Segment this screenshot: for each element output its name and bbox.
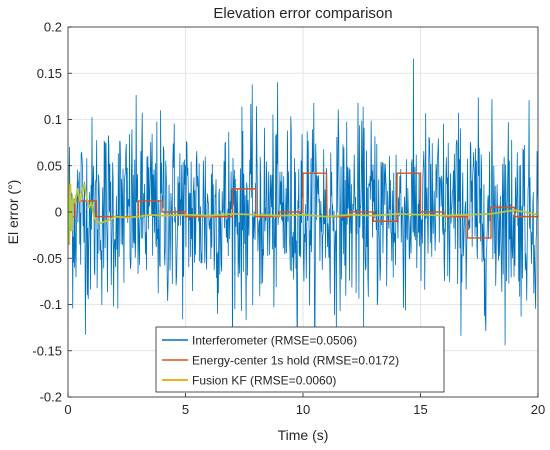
plot-area <box>68 58 538 375</box>
x-tick-label: 5 <box>182 402 189 417</box>
legend-box <box>155 326 445 393</box>
y-tick-label: 0.1 <box>44 112 62 127</box>
x-tick-label: 15 <box>413 402 427 417</box>
y-tick-label: 0.2 <box>44 20 62 35</box>
legend-label: Interferometer (RMSE=0.0506) <box>192 334 357 348</box>
y-tick-label: -0.2 <box>40 390 62 405</box>
series-energy-center-line <box>68 172 538 239</box>
legend-label: Fusion KF (RMSE=0.0060) <box>192 374 336 388</box>
y-axis-label: El error (°) <box>5 180 21 245</box>
y-tick-label: 0.15 <box>37 66 62 81</box>
chart-title: Elevation error comparison <box>213 5 392 22</box>
y-tick-label: -0.05 <box>32 251 62 266</box>
legend: Interferometer (RMSE=0.0506) Energy-cente… <box>155 326 445 393</box>
legend-label: Energy-center 1s hold (RMSE=0.0172) <box>192 354 399 368</box>
x-tick-label: 10 <box>296 402 310 417</box>
y-tick-label: 0.05 <box>37 158 62 173</box>
x-axis-label: Time (s) <box>278 427 329 443</box>
series-fusion-kf-highlight <box>68 165 538 245</box>
y-axis-ticks: -0.2 -0.15 -0.1 -0.05 0 0.05 0.1 0.15 0.2 <box>32 20 72 405</box>
x-tick-label: 20 <box>531 402 545 417</box>
y-tick-label: 0 <box>55 205 62 220</box>
y-tick-label: -0.1 <box>40 297 62 312</box>
x-axis-ticks: 0 5 10 15 20 <box>64 393 545 417</box>
y-tick-label: -0.15 <box>32 343 62 358</box>
x-tick-label: 0 <box>64 402 71 417</box>
